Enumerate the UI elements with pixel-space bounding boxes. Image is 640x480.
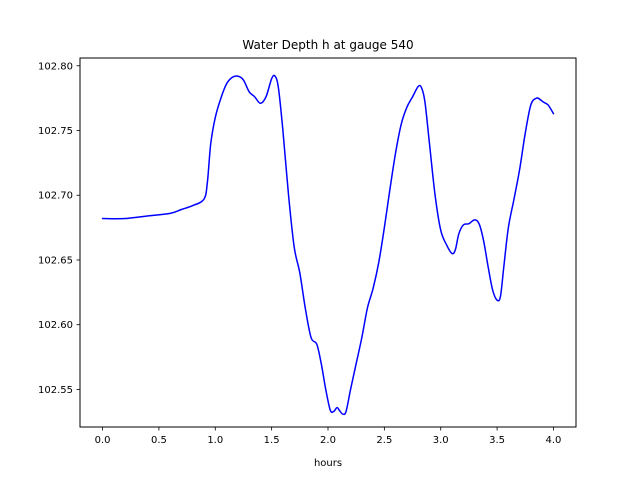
x-tick-label: 3.5 — [489, 435, 505, 446]
x-tick-label: 0.0 — [95, 435, 111, 446]
x-axis-label: hours — [314, 458, 342, 469]
plot-area — [79, 57, 577, 428]
y-tick-label: 102.60 — [38, 320, 73, 331]
x-tick-label: 2.5 — [376, 435, 392, 446]
chart-title: Water Depth h at gauge 540 — [242, 38, 413, 52]
x-tick-label: 4.0 — [546, 435, 562, 446]
y-tick-label: 102.80 — [38, 61, 73, 72]
x-tick-label: 0.5 — [151, 435, 167, 446]
water-depth-line — [101, 74, 555, 416]
y-tick-label: 102.70 — [38, 191, 73, 202]
x-tick-label: 1.0 — [207, 435, 223, 446]
x-tick-label: 1.5 — [264, 435, 280, 446]
y-axis: 102.55 102.60 102.65 102.70 102.75 102.80 — [38, 61, 80, 396]
x-tick-label: 3.0 — [433, 435, 449, 446]
x-tick-label: 2.0 — [320, 435, 336, 446]
y-tick-label: 102.75 — [38, 126, 73, 137]
y-tick-label: 102.65 — [38, 255, 73, 266]
y-tick-label: 102.55 — [38, 385, 73, 396]
x-axis: 0.0 0.5 1.0 1.5 2.0 2.5 3.0 3.5 4.0 — [95, 427, 562, 446]
